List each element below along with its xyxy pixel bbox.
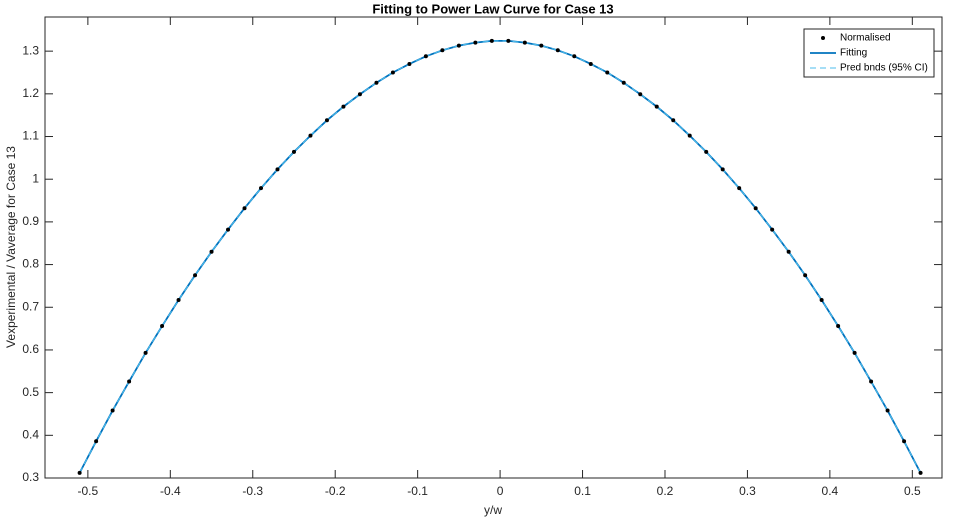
data-point xyxy=(77,470,82,475)
data-point xyxy=(143,350,148,355)
y-tick-label: 1.1 xyxy=(22,129,39,143)
data-point xyxy=(621,80,626,85)
x-tick-label: 0 xyxy=(497,484,504,498)
legend-label: Normalised xyxy=(840,33,891,44)
y-tick-label: 0.3 xyxy=(22,470,39,484)
x-tick-label: 0.1 xyxy=(574,484,591,498)
x-tick-label: -0.4 xyxy=(160,484,181,498)
y-tick-label: 0.7 xyxy=(22,299,39,313)
plot-area xyxy=(45,17,942,478)
data-point xyxy=(770,227,775,232)
data-point xyxy=(803,273,808,278)
data-point xyxy=(94,439,99,444)
data-point xyxy=(539,43,544,48)
data-point xyxy=(341,104,346,109)
data-point xyxy=(786,249,791,254)
data-point xyxy=(374,80,379,85)
data-point xyxy=(687,133,692,138)
data-point xyxy=(440,48,445,53)
legend-label: Pred bnds (95% CI) xyxy=(840,63,928,74)
data-point xyxy=(209,249,214,254)
data-point xyxy=(555,48,560,53)
data-point xyxy=(390,70,395,75)
data-point xyxy=(704,149,709,154)
x-tick-label: -0.2 xyxy=(325,484,346,498)
data-point xyxy=(226,227,231,232)
legend-label: Fitting xyxy=(840,48,867,59)
plot xyxy=(77,38,923,475)
data-point xyxy=(506,38,511,43)
x-tick-label: -0.5 xyxy=(78,484,99,498)
chart-title: Fitting to Power Law Curve for Case 13 xyxy=(372,1,613,16)
data-point xyxy=(110,408,115,413)
data-point xyxy=(918,470,923,475)
data-point xyxy=(407,61,412,66)
data-point xyxy=(423,54,428,59)
data-point xyxy=(193,273,198,278)
data-point xyxy=(588,61,593,66)
data-point xyxy=(572,54,577,59)
x-tick-label: -0.1 xyxy=(407,484,428,498)
y-axis-label: Vexperimental / Vaverage for Case 13 xyxy=(4,146,18,348)
y-tick-label: 1 xyxy=(32,171,39,185)
data-point xyxy=(720,167,725,172)
data-point xyxy=(902,439,907,444)
legend-marker xyxy=(821,36,825,40)
y-tick-label: 0.9 xyxy=(22,214,39,228)
data-point xyxy=(242,206,247,211)
data-point xyxy=(275,167,280,172)
data-point xyxy=(671,118,676,123)
data-point xyxy=(127,379,132,384)
data-point xyxy=(473,40,478,45)
x-tick-label: -0.3 xyxy=(242,484,263,498)
data-point xyxy=(737,186,742,191)
data-point xyxy=(291,149,296,154)
data-point xyxy=(176,298,181,303)
y-tick-label: 0.4 xyxy=(22,427,39,441)
y-tick-label: 0.8 xyxy=(22,257,39,271)
data-point xyxy=(357,92,362,97)
axes-box xyxy=(44,16,943,479)
data-point xyxy=(836,324,841,329)
data-point xyxy=(160,324,165,329)
x-tick-label: 0.3 xyxy=(739,484,756,498)
bounds-line xyxy=(79,40,922,474)
data-point xyxy=(852,350,857,355)
data-point xyxy=(308,133,313,138)
data-point xyxy=(605,70,610,75)
data-point xyxy=(885,408,890,413)
data-point xyxy=(522,40,527,45)
y-tick-label: 1.2 xyxy=(22,86,39,100)
y-tick-label: 0.5 xyxy=(22,385,39,399)
x-axis-label: y/w xyxy=(484,503,502,517)
y-tick-label: 0.6 xyxy=(22,342,39,356)
y-tick-label: 1.3 xyxy=(22,43,39,57)
data-point xyxy=(819,298,824,303)
data-point xyxy=(869,379,874,384)
data-point xyxy=(489,38,494,43)
data-point xyxy=(456,43,461,48)
data-point xyxy=(654,104,659,109)
data-point xyxy=(259,186,264,191)
data-point xyxy=(324,118,329,123)
data-point xyxy=(753,206,758,211)
x-tick-label: 0.4 xyxy=(822,484,839,498)
data-point xyxy=(638,92,643,97)
x-tick-label: 0.2 xyxy=(657,484,674,498)
x-tick-label: 0.5 xyxy=(904,484,921,498)
